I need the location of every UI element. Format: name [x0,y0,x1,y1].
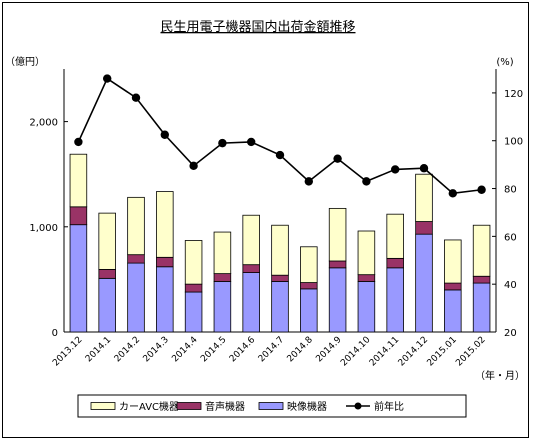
bar-segment [415,221,433,235]
x-tick-label: 2014.1 [84,335,113,364]
bar-segment [213,231,232,275]
x-tick-label: 2014.10 [339,335,373,369]
legend-swatch [90,402,116,410]
bar-segment [184,291,203,333]
right-tick-label: 20 [504,328,517,339]
bar-segment [98,269,116,279]
x-axis-unit: （年・月） [475,369,525,382]
legend-swatch [258,402,284,410]
x-tick-label: 2015.01 [426,335,459,368]
bar-segment [69,153,88,208]
legend-label: 前年比 [374,400,404,413]
x-tick-label: 2014.11 [368,335,401,368]
bar-segment [357,274,376,282]
bar-segment [184,283,203,293]
bar-segment [156,266,174,333]
bar-segment [300,246,318,283]
bar-segment [156,256,174,268]
line-point [275,150,285,160]
right-tick-label: 100 [504,137,523,148]
right-axis-unit: (%) [496,57,513,68]
bar-segment [386,257,404,269]
line-point [304,177,313,186]
line-point [74,137,83,147]
bar-segment [156,191,174,258]
chart: 民生用電子機器国内出荷金額推移 （億円） (%) （年・月） 0 1,000 2,0… [5,19,525,418]
bar-segment [184,240,203,285]
legend-label: 音声機器 [205,400,245,413]
x-tick-label: 2014.12 [397,335,430,368]
right-tick-label: 80 [504,185,517,196]
bar-segment [242,264,260,273]
right-tick-label: 40 [504,280,517,291]
legend: カーAVC機器 音声機器 映像機器 前年比 [77,394,467,418]
left-tick-label: 1,000 [29,223,58,234]
legend-marker [354,402,362,410]
bar-segment [415,173,433,222]
legend-label: 映像機器 [287,400,327,413]
bar-segment [271,224,289,276]
bar-segment [271,281,289,333]
bar-segment [300,282,318,290]
x-tick-label: 2015.02 [454,335,487,368]
bar-segment [271,274,289,282]
bar-segment [98,277,116,333]
left-axis-unit: （億円） [5,55,45,68]
bar-segment [300,288,318,333]
line-point [362,177,371,186]
x-tick-label: 2014.2 [113,335,142,364]
bar-segment [386,213,404,259]
bar-segment [444,282,462,291]
line-point [477,185,486,194]
bar-segment [357,281,376,333]
line-point [247,137,256,147]
bar-segment [69,206,88,226]
bar-segment [69,224,88,333]
line-point [448,189,457,198]
bar-segment [98,212,116,270]
legend-swatch [176,402,202,410]
bar-segment [444,289,462,333]
bar-segment [415,233,433,333]
chart-frame: 民生用電子機器国内出荷金額推移 （億円） (%) （年・月） 0 1,000 2,0… [2,2,529,438]
right-tick-label: 60 [504,232,517,243]
x-tick-label: 2014.6 [228,335,258,365]
line-point [189,161,198,171]
line-point [103,74,112,83]
left-tick-label: 0 [52,328,58,339]
bar-segment [242,272,260,333]
bar-segment [472,275,491,284]
bar-segment [127,196,145,256]
bar-segment [357,230,376,276]
x-tick-label: 2014.3 [142,335,171,364]
bar-segment [328,207,347,262]
bar-segment [213,273,232,282]
line-point [131,93,141,102]
bar-segment [472,282,491,333]
chart-title: 民生用電子機器国内出荷金額推移 [160,19,355,35]
right-tick-label: 120 [504,89,523,100]
x-tick-label: 2014.5 [199,335,228,364]
line-point [218,138,227,148]
left-tick-label: 2,000 [29,118,58,129]
bar-segment [127,262,145,333]
line-point [333,154,342,163]
bar-segment [242,214,260,266]
x-tick-label: 2014.7 [257,335,286,364]
bar-segment [472,224,491,277]
x-tick-label: 2014.4 [170,335,200,365]
bar-segment [127,254,145,264]
bar-segment [328,267,347,333]
bar-segment [213,281,232,333]
x-tick-label: 2013.12 [51,335,84,368]
bar-segment [386,267,404,333]
legend-label: カーAVC機器 [119,400,179,413]
line-point [160,130,169,139]
line-point [419,164,429,173]
x-tick-label: 2014.8 [286,335,316,365]
bar-segment [444,239,462,284]
line-point [391,165,400,174]
bar-segment [328,260,347,269]
